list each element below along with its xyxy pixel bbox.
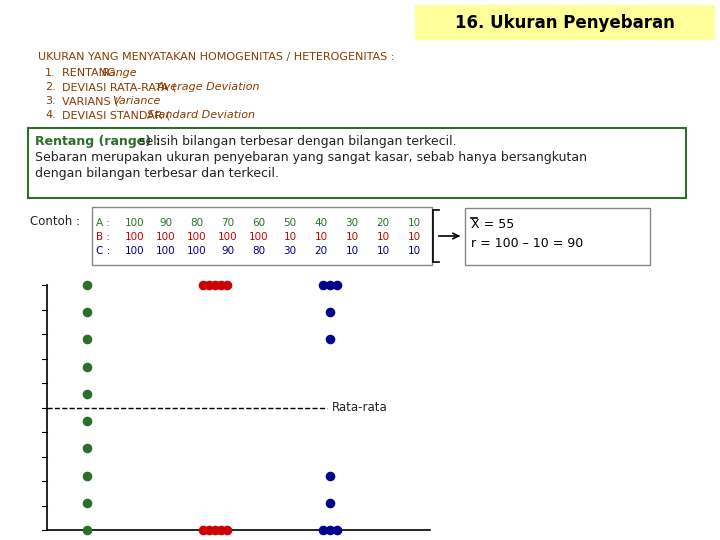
Bar bbox=[465, 208, 650, 265]
Text: Average Deviation: Average Deviation bbox=[157, 82, 261, 92]
Point bbox=[197, 525, 209, 534]
Point bbox=[215, 525, 227, 534]
Text: 100: 100 bbox=[156, 232, 176, 242]
Text: dengan bilangan terbesar dan terkecil.: dengan bilangan terbesar dan terkecil. bbox=[35, 167, 279, 180]
Text: UKURAN YANG MENYATAKAN HOMOGENITAS / HETEROGENITAS :: UKURAN YANG MENYATAKAN HOMOGENITAS / HET… bbox=[38, 52, 395, 62]
Text: Range: Range bbox=[102, 68, 138, 78]
Point bbox=[81, 471, 93, 480]
Text: 10: 10 bbox=[377, 232, 390, 242]
Point bbox=[203, 525, 215, 534]
Text: 3.: 3. bbox=[45, 96, 55, 106]
Bar bbox=[415, 5, 715, 40]
Text: 100: 100 bbox=[125, 218, 145, 228]
Text: 60: 60 bbox=[253, 218, 266, 228]
Text: 10: 10 bbox=[408, 218, 420, 228]
Text: 100: 100 bbox=[156, 246, 176, 256]
Text: 10: 10 bbox=[284, 232, 297, 242]
Text: 50: 50 bbox=[284, 218, 297, 228]
Text: Rentang (range) :: Rentang (range) : bbox=[35, 135, 165, 148]
Point bbox=[197, 281, 209, 289]
Point bbox=[210, 525, 221, 534]
Text: 20: 20 bbox=[315, 246, 328, 256]
Text: 70: 70 bbox=[222, 218, 235, 228]
Text: 16. Ukuran Penyebaran: 16. Ukuran Penyebaran bbox=[455, 14, 675, 31]
Point bbox=[81, 444, 93, 453]
Point bbox=[331, 281, 343, 289]
Text: Variance: Variance bbox=[112, 96, 161, 106]
Point bbox=[324, 335, 336, 344]
Point bbox=[324, 308, 336, 316]
Text: B :: B : bbox=[96, 232, 113, 242]
Text: r = 100 – 10 = 90: r = 100 – 10 = 90 bbox=[471, 237, 583, 250]
Point bbox=[318, 525, 329, 534]
Text: RENTANG: RENTANG bbox=[62, 68, 119, 78]
Text: DEVIASI RATA-RATA (: DEVIASI RATA-RATA ( bbox=[62, 82, 176, 92]
Point bbox=[324, 498, 336, 507]
Text: Rata-rata: Rata-rata bbox=[332, 401, 388, 414]
Text: 100: 100 bbox=[187, 232, 207, 242]
Point bbox=[210, 281, 221, 289]
Point bbox=[203, 281, 215, 289]
Point bbox=[81, 389, 93, 398]
Text: Standard Deviation: Standard Deviation bbox=[147, 110, 255, 120]
Text: 100: 100 bbox=[125, 232, 145, 242]
Text: 30: 30 bbox=[346, 218, 359, 228]
Text: Contoh :: Contoh : bbox=[30, 215, 84, 228]
Text: 100: 100 bbox=[125, 246, 145, 256]
Point bbox=[81, 525, 93, 534]
Point bbox=[81, 281, 93, 289]
Text: 1.: 1. bbox=[45, 68, 55, 78]
Text: 80: 80 bbox=[253, 246, 266, 256]
Text: 10: 10 bbox=[408, 232, 420, 242]
Text: 2.: 2. bbox=[45, 82, 55, 92]
Point bbox=[221, 281, 233, 289]
Text: 10: 10 bbox=[346, 232, 359, 242]
Bar bbox=[92, 207, 432, 265]
Text: 90: 90 bbox=[159, 218, 173, 228]
Text: 10: 10 bbox=[315, 232, 328, 242]
Text: 20: 20 bbox=[377, 218, 390, 228]
Text: 10: 10 bbox=[408, 246, 420, 256]
Point bbox=[221, 525, 233, 534]
Point bbox=[318, 281, 329, 289]
Text: 100: 100 bbox=[218, 232, 238, 242]
Point bbox=[331, 525, 343, 534]
Point bbox=[81, 362, 93, 371]
Text: 40: 40 bbox=[315, 218, 328, 228]
Point bbox=[81, 498, 93, 507]
Text: 90: 90 bbox=[222, 246, 235, 256]
Point bbox=[324, 471, 336, 480]
Text: 10: 10 bbox=[377, 246, 390, 256]
Text: 4.: 4. bbox=[45, 110, 55, 120]
Text: Sebaran merupakan ukuran penyebaran yang sangat kasar, sebab hanya bersangkutan: Sebaran merupakan ukuran penyebaran yang… bbox=[35, 151, 587, 164]
Point bbox=[81, 308, 93, 316]
Text: C :: C : bbox=[96, 246, 114, 256]
Text: A :: A : bbox=[96, 218, 113, 228]
Point bbox=[324, 281, 336, 289]
Text: X = 55: X = 55 bbox=[471, 218, 514, 231]
Text: DEVIASI STANDAR (: DEVIASI STANDAR ( bbox=[62, 110, 171, 120]
Point bbox=[81, 417, 93, 426]
Point bbox=[324, 525, 336, 534]
Text: VARIANS (: VARIANS ( bbox=[62, 96, 122, 106]
Text: 30: 30 bbox=[284, 246, 297, 256]
Text: 100: 100 bbox=[249, 232, 269, 242]
Point bbox=[215, 281, 227, 289]
Text: 10: 10 bbox=[346, 246, 359, 256]
Text: selisih bilangan terbesar dengan bilangan terkecil.: selisih bilangan terbesar dengan bilanga… bbox=[140, 135, 457, 148]
Text: 80: 80 bbox=[190, 218, 204, 228]
Bar bbox=[28, 128, 686, 198]
Point bbox=[81, 335, 93, 344]
Text: 100: 100 bbox=[187, 246, 207, 256]
